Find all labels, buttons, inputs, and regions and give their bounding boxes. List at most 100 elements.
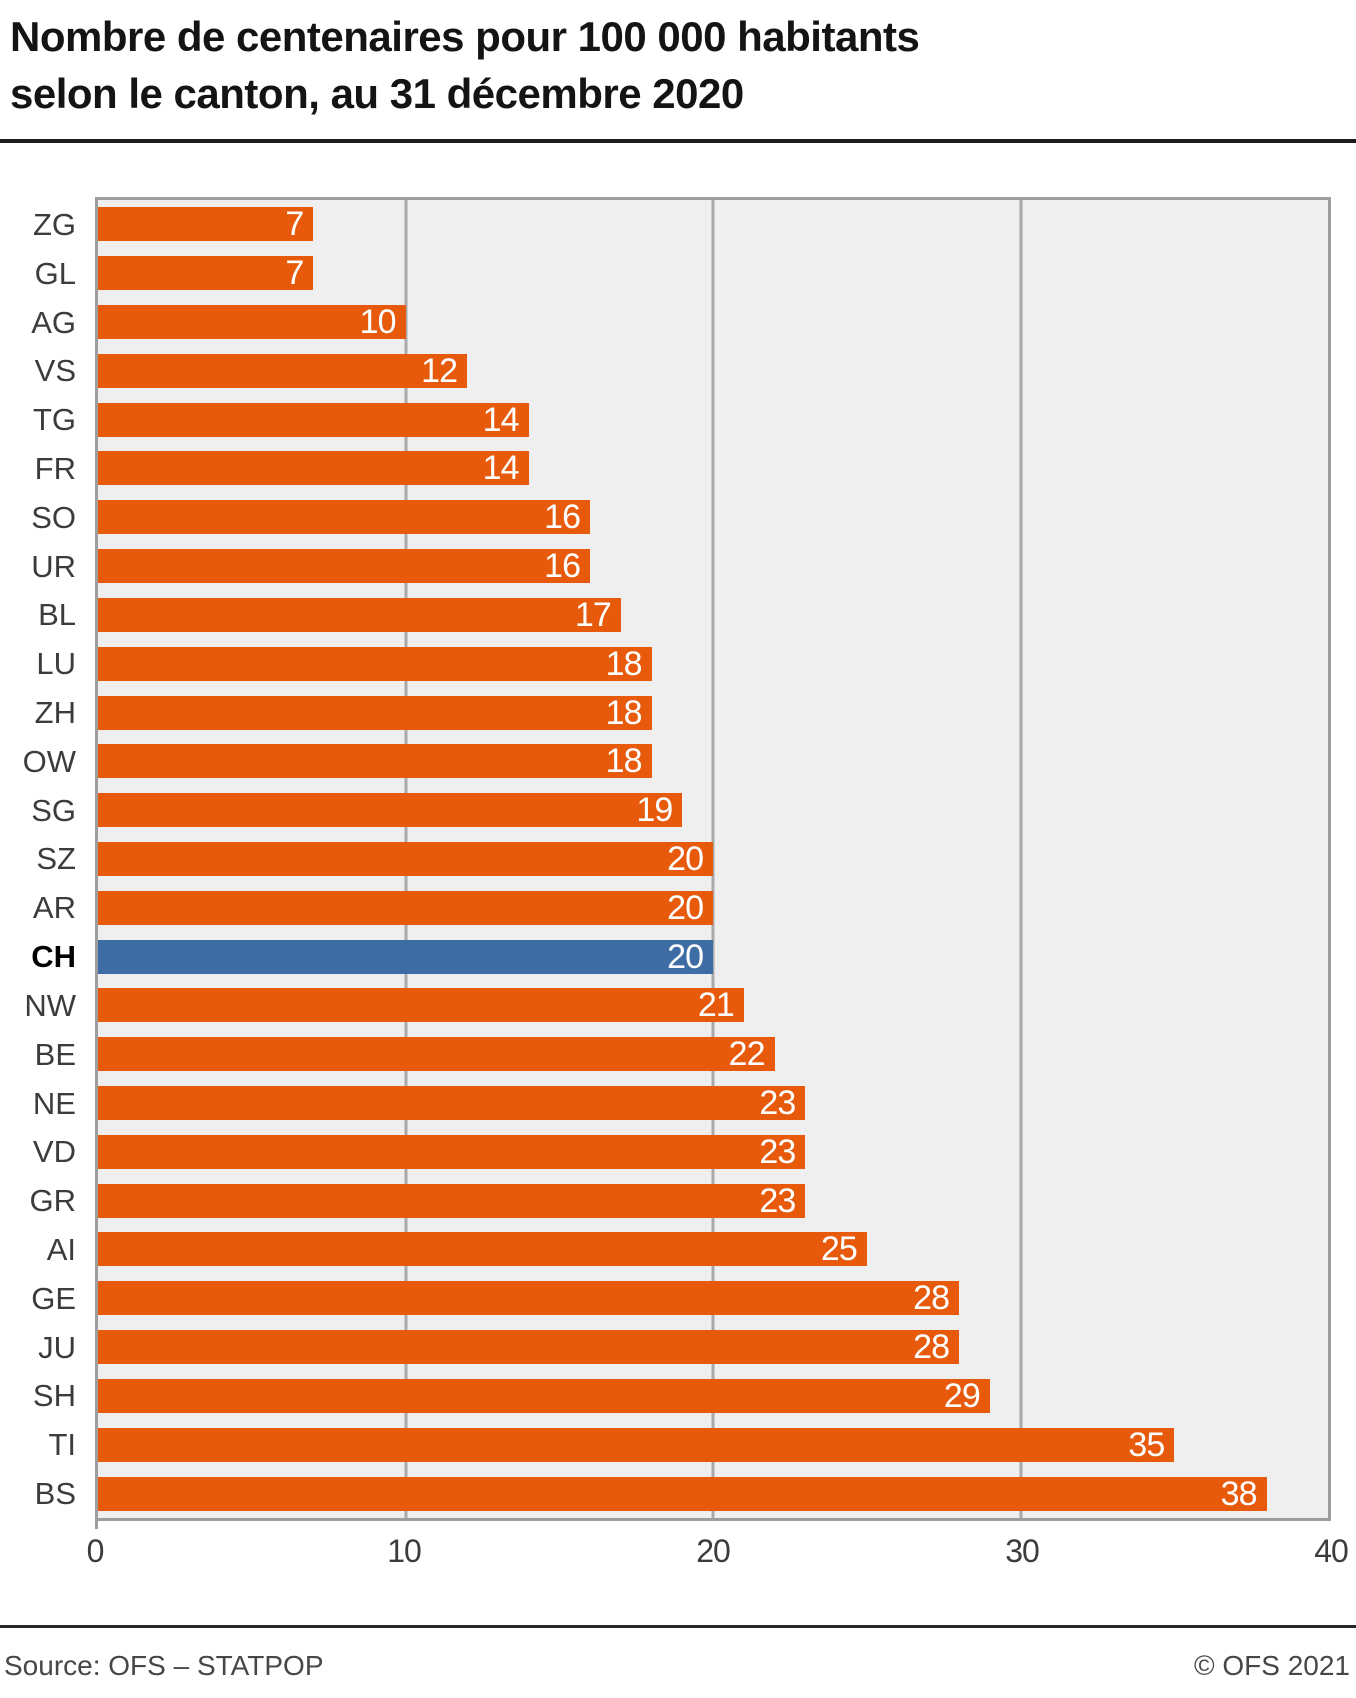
value-label-SH: 29 <box>943 1376 981 1415</box>
bar-NE: 23 <box>98 1086 806 1121</box>
value-label-OW: 18 <box>605 742 643 781</box>
category-label-TG: TG <box>32 402 76 438</box>
category-label-UR: UR <box>31 548 76 584</box>
bar-OW: 18 <box>98 742 652 781</box>
value-label-VS: 12 <box>421 351 458 390</box>
category-label-BS: BS <box>34 1476 76 1512</box>
category-label-LU: LU <box>36 646 76 682</box>
chart-row-SZ: SZ 20 <box>36 835 1328 884</box>
category-label-AR: AR <box>32 890 76 926</box>
value-label-AR: 20 <box>667 888 704 927</box>
chart-row-GR: GR 23 <box>30 1176 1328 1225</box>
category-label-NE: NE <box>32 1085 76 1121</box>
value-label-GR: 23 <box>759 1181 796 1220</box>
chart-row-AG: AG 10 <box>31 298 1328 347</box>
category-label-TI: TI <box>48 1427 76 1463</box>
category-label-GR: GR <box>29 1183 77 1219</box>
footer-divider <box>0 1625 1356 1628</box>
chart-row-BL: BL 17 <box>38 591 1328 640</box>
category-label-SG: SG <box>31 792 76 828</box>
bar-LU: 18 <box>98 644 652 683</box>
bar-UR: 16 <box>98 549 590 584</box>
value-label-VD: 23 <box>759 1132 796 1171</box>
bar-AR: 20 <box>98 888 713 927</box>
category-label-VS: VS <box>34 353 76 389</box>
category-label-AI: AI <box>46 1231 76 1267</box>
chart-row-NE: NE 23 <box>33 1079 1328 1128</box>
chart-row-SO: SO 16 <box>31 493 1328 542</box>
value-label-CH: 20 <box>667 937 704 976</box>
x-tick-30: 30 <box>1005 1533 1040 1569</box>
value-label-BL: 17 <box>574 595 612 634</box>
value-label-FR: 14 <box>482 449 520 488</box>
value-label-ZG: 7 <box>285 205 304 244</box>
footer: Source: OFS – STATPOP © OFS 2021 <box>0 1650 1356 1682</box>
gridline-20 <box>711 200 715 1518</box>
category-label-OW: OW <box>22 743 76 779</box>
chart-row-OW: OW 18 <box>23 737 1328 786</box>
chart-row-TG: TG 14 <box>33 395 1328 444</box>
bar-BL: 17 <box>98 595 621 634</box>
value-label-JU: 28 <box>913 1328 950 1367</box>
value-label-LU: 18 <box>605 644 643 683</box>
bar-VS: 12 <box>98 351 467 390</box>
page-title: Nombre de centenaires pour 100 000 habit… <box>0 0 1356 122</box>
bar-chart: ZG 7 GL 7 AG 10 VS 12 TG 14 FR 14 SO 16 UR 16 BL 17 LU 18 ZH… <box>23 197 1349 1573</box>
bar-SO: 16 <box>98 498 590 537</box>
value-label-SO: 16 <box>544 498 581 537</box>
category-label-SH: SH <box>32 1378 76 1414</box>
bar-ZG: 7 <box>98 205 314 244</box>
bar-GR: 23 <box>98 1181 806 1220</box>
gridline-30 <box>1019 200 1022 1518</box>
plot-area: ZG 7 GL 7 AG 10 VS 12 TG 14 FR 14 SO 16 UR 16 BL 17 LU 18 ZH… <box>23 197 1331 1521</box>
bar-JU: 28 <box>98 1328 959 1367</box>
category-label-SO: SO <box>31 499 76 535</box>
category-label-BE: BE <box>34 1036 76 1072</box>
value-label-AG: 10 <box>359 303 397 342</box>
value-label-BS: 38 <box>1220 1474 1258 1513</box>
value-label-TG: 14 <box>482 400 520 439</box>
x-tick-0: 0 <box>86 1533 105 1569</box>
bar-TI: 35 <box>98 1425 1175 1464</box>
chart-row-SH: SH 29 <box>33 1372 1328 1421</box>
x-tick-20: 20 <box>696 1533 731 1569</box>
x-tick-40: 40 <box>1314 1533 1349 1569</box>
chart-row-AI: AI 25 <box>47 1225 1328 1274</box>
bar-AG: 10 <box>98 303 406 342</box>
x-axis: 0 10 20 30 40 <box>87 1533 1349 1573</box>
title-line-1: Nombre de centenaires pour 100 000 habit… <box>10 13 920 60</box>
chart-row-CH: CH 20 <box>31 932 1328 981</box>
value-label-SZ: 20 <box>667 839 704 878</box>
bar-NW: 21 <box>98 988 744 1023</box>
chart-row-VS: VS 12 <box>35 346 1328 395</box>
chart-row-TI: TI 35 <box>48 1420 1328 1469</box>
chart-row-VD: VD 23 <box>33 1127 1328 1176</box>
x-tick-10: 10 <box>387 1533 422 1569</box>
chart-row-GL: GL 7 <box>35 249 1328 298</box>
bar-GE: 28 <box>98 1281 959 1316</box>
category-label-VD: VD <box>32 1134 76 1170</box>
chart-row-UR: UR 16 <box>31 542 1328 591</box>
value-label-BE: 22 <box>728 1035 766 1074</box>
footer-source: Source: OFS – STATPOP <box>4 1650 324 1681</box>
category-label-AG: AG <box>31 304 76 340</box>
bar-SG: 19 <box>98 793 683 828</box>
bar-AI: 25 <box>98 1230 867 1269</box>
chart-row-JU: JU 28 <box>38 1323 1328 1372</box>
bar-TG: 14 <box>98 400 529 439</box>
value-label-TI: 35 <box>1128 1425 1165 1464</box>
category-label-ZH: ZH <box>34 695 76 731</box>
category-label-GE: GE <box>31 1280 76 1316</box>
chart-row-BS: BS 38 <box>35 1469 1328 1518</box>
bar-ZH: 18 <box>98 695 652 730</box>
bar-SZ: 20 <box>98 839 713 878</box>
category-label-ZG: ZG <box>32 206 76 242</box>
chart-row-BE: BE 22 <box>35 1030 1328 1079</box>
value-label-AI: 25 <box>820 1230 858 1269</box>
bar-GL: 7 <box>98 256 314 291</box>
footer-copyright: © OFS 2021 <box>1193 1650 1350 1681</box>
chart-row-ZG: ZG 7 <box>33 200 1328 249</box>
category-label-SZ: SZ <box>36 841 76 877</box>
category-label-JU: JU <box>38 1329 76 1365</box>
